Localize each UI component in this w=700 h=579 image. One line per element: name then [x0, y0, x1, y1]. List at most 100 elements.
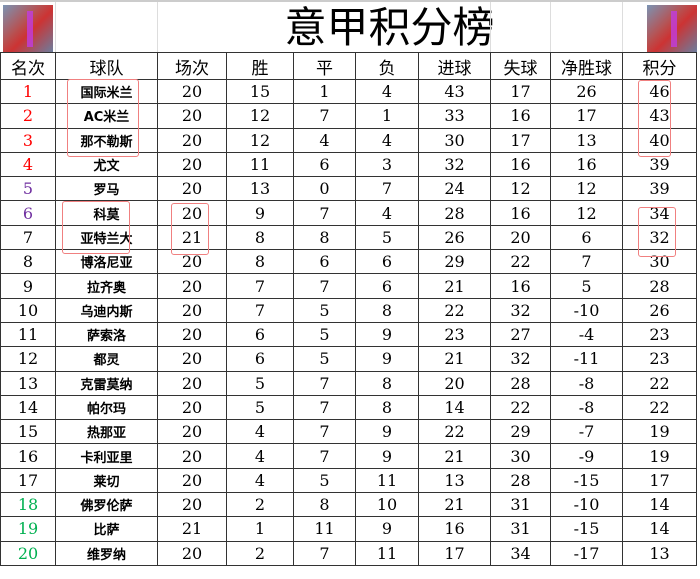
cell-goals-against: 22 [490, 249, 551, 275]
cell-points: 26 [622, 297, 697, 323]
cell-goals-against: 28 [490, 370, 551, 396]
cell-team: 博洛尼亚 [55, 249, 158, 275]
table-row: 10 乌迪内斯 20 7 5 8 22 32 -10 26 [0, 297, 697, 323]
cell-lost: 9 [355, 443, 419, 469]
cell-goals-for: 16 [418, 516, 491, 542]
standings-table: 名次 球队 场次胜平负进球 失球 净胜球 积分 1 国际米兰 20 15 1 4 43 17 26 46 2 A… [0, 52, 697, 566]
cell-goals-for: 28 [418, 200, 491, 226]
cell-team: 热那亚 [55, 419, 158, 445]
column-header-goal-difference: 净胜球 [550, 52, 623, 80]
table-row: 9 拉齐奥 20 7 7 6 21 16 5 28 [0, 273, 697, 299]
cell-goal-difference: 7 [550, 249, 623, 275]
cell-goals-for: 24 [418, 176, 491, 202]
cell-drawn: 5 [293, 346, 356, 372]
cell-rank: 14 [0, 394, 56, 421]
cell-team: 尤文 [55, 151, 158, 178]
table-row: 3 那不勒斯 20 12 4 4 30 17 13 40 [0, 127, 697, 153]
cell-team: 克雷莫纳 [55, 370, 158, 396]
cell-drawn: 4 [293, 127, 356, 153]
table-row: 14 帕尔玛 20 5 7 8 14 22 -8 22 [0, 394, 697, 421]
cell-goal-difference: 12 [550, 200, 623, 226]
cell-lost: 11 [355, 540, 419, 566]
cell-drawn: 7 [293, 273, 356, 299]
cell-points: 23 [622, 346, 697, 372]
cell-rank: 16 [0, 443, 56, 469]
table-row: 20 维罗纳 20 2 7 11 17 34 -17 13 [0, 540, 697, 566]
divider [157, 2, 158, 54]
cell-points: 34 [622, 200, 697, 226]
cell-won: 12 [226, 103, 294, 129]
cell-points: 19 [622, 419, 697, 445]
cell-rank: 2 [0, 103, 56, 129]
cell-team: 维罗纳 [55, 540, 158, 566]
cell-rank: 12 [0, 346, 56, 372]
cell-goals-against: 16 [490, 273, 551, 299]
table-row: 17 莱切 20 4 5 11 13 28 -15 17 [0, 467, 697, 494]
table-row: 18 佛罗伦萨 20 2 8 10 21 31 -10 14 [0, 492, 697, 518]
cell-rank: 3 [0, 127, 56, 153]
column-header-played: 场次 [157, 52, 227, 80]
cell-team: 科莫 [55, 200, 158, 226]
cell-goal-difference: 16 [550, 151, 623, 178]
cell-lost: 4 [355, 127, 419, 153]
header-row: 名次 球队 场次胜平负进球 失球 净胜球 积分 [0, 52, 697, 80]
cell-goals-for: 22 [418, 419, 491, 445]
cell-rank: 19 [0, 516, 56, 542]
cell-points: 19 [622, 443, 697, 469]
cell-points: 14 [622, 516, 697, 542]
cell-team: 比萨 [55, 516, 158, 542]
cell-lost: 9 [355, 321, 419, 348]
cell-drawn: 6 [293, 151, 356, 178]
cell-drawn: 5 [293, 297, 356, 323]
cell-rank: 20 [0, 540, 56, 566]
cell-goal-difference: -15 [550, 467, 623, 494]
cell-played: 20 [157, 103, 227, 129]
cell-goals-against: 16 [490, 200, 551, 226]
divider [55, 2, 56, 54]
cell-won: 13 [226, 176, 294, 202]
cell-goal-difference: -10 [550, 492, 623, 518]
cell-drawn: 7 [293, 443, 356, 469]
table-row: 19 比萨 21 1 11 9 16 31 -15 14 [0, 516, 697, 542]
cell-rank: 18 [0, 492, 56, 518]
table-row: 11 萨索洛 20 6 5 9 23 27 -4 23 [0, 321, 697, 348]
cell-goals-against: 12 [490, 176, 551, 202]
cell-points: 14 [622, 492, 697, 518]
cell-won: 4 [226, 419, 294, 445]
cell-played: 20 [157, 419, 227, 445]
cell-played: 20 [157, 273, 227, 299]
cell-goal-difference: -15 [550, 516, 623, 542]
cell-goals-for: 26 [418, 224, 491, 251]
cell-drawn: 11 [293, 516, 356, 542]
cell-goals-for: 21 [418, 273, 491, 299]
cell-team: 佛罗伦萨 [55, 492, 158, 518]
cell-team: 亚特兰大 [55, 224, 158, 251]
cell-goals-against: 28 [490, 467, 551, 494]
cell-goals-for: 20 [418, 370, 491, 396]
cell-goals-for: 13 [418, 467, 491, 494]
cell-goal-difference: -4 [550, 321, 623, 348]
cell-lost: 4 [355, 78, 419, 105]
cell-won: 4 [226, 443, 294, 469]
title-row: 意甲积分榜 [0, 0, 700, 54]
cell-team: 卡利亚里 [55, 443, 158, 469]
cell-goals-against: 34 [490, 540, 551, 566]
cell-drawn: 7 [293, 419, 356, 445]
cell-lost: 8 [355, 394, 419, 421]
cell-lost: 4 [355, 200, 419, 226]
cell-goals-for: 17 [418, 540, 491, 566]
table-row: 12 都灵 20 6 5 9 21 32 -11 23 [0, 346, 697, 372]
cell-played: 20 [157, 297, 227, 323]
cell-won: 15 [226, 78, 294, 105]
cell-points: 13 [622, 540, 697, 566]
cell-played: 20 [157, 200, 227, 226]
cell-team: 帕尔玛 [55, 394, 158, 421]
cell-goals-against: 20 [490, 224, 551, 251]
cell-points: 17 [622, 467, 697, 494]
cell-drawn: 8 [293, 224, 356, 251]
cell-rank: 7 [0, 224, 56, 251]
cell-played: 21 [157, 516, 227, 542]
cell-points: 46 [622, 78, 697, 105]
cell-drawn: 7 [293, 394, 356, 421]
cell-lost: 3 [355, 151, 419, 178]
